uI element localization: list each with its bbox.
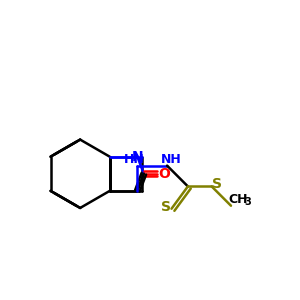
Text: 3: 3	[245, 197, 252, 207]
Text: NH: NH	[161, 153, 182, 166]
Text: O: O	[159, 167, 171, 181]
Text: S: S	[161, 200, 171, 214]
Text: N: N	[131, 150, 143, 164]
Text: CH: CH	[229, 193, 248, 206]
Text: S: S	[212, 177, 222, 191]
Text: HN: HN	[123, 153, 144, 166]
